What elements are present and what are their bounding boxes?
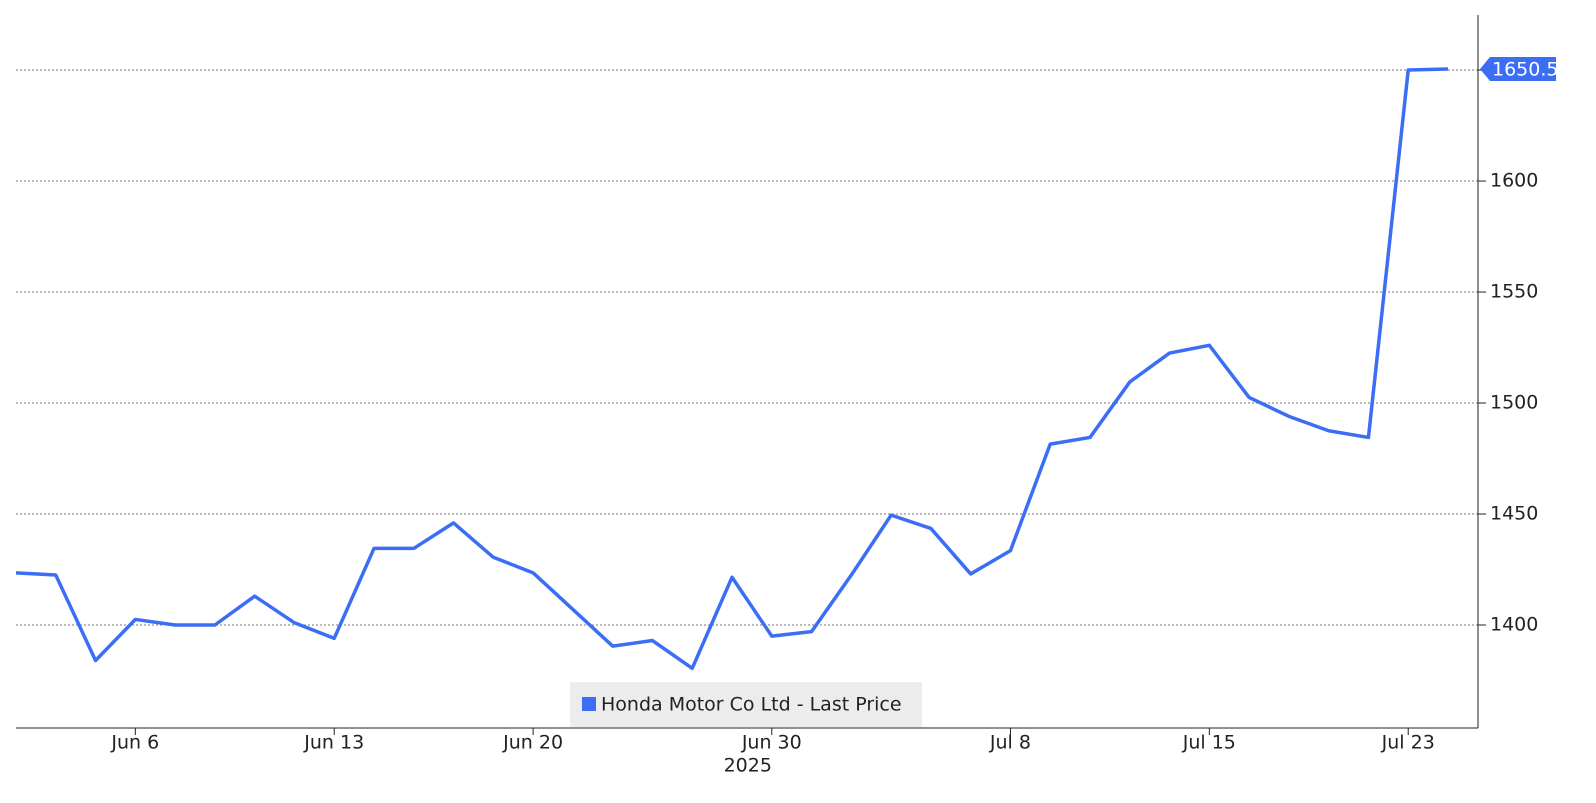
last-price-label: 1650.5: [1492, 58, 1558, 80]
x-tick-label: Jun 20: [502, 732, 563, 754]
x-tick-label: Jun 6: [110, 732, 159, 754]
y-tick-label: 1450: [1490, 503, 1538, 525]
year-label: 2025: [724, 755, 772, 777]
x-tick-label: Jul 23: [1381, 732, 1435, 754]
x-tick-label: Jun 13: [303, 732, 364, 754]
x-tick-label: Jul 15: [1182, 732, 1236, 754]
x-tick-label: Jul 8: [989, 732, 1031, 754]
price-line: [15, 67, 1449, 671]
last-price-tag: [1480, 56, 1556, 81]
y-tick-label: 1550: [1490, 281, 1538, 303]
y-tick-label: 1600: [1490, 170, 1538, 192]
y-tick-label: 1500: [1490, 392, 1538, 414]
legend-label: Honda Motor Co Ltd - Last Price: [601, 694, 902, 716]
x-tick-label: Jun 30: [741, 732, 802, 754]
legend-box: [570, 682, 922, 727]
y-tick-label: 1400: [1490, 614, 1538, 636]
legend-swatch: [582, 697, 596, 711]
